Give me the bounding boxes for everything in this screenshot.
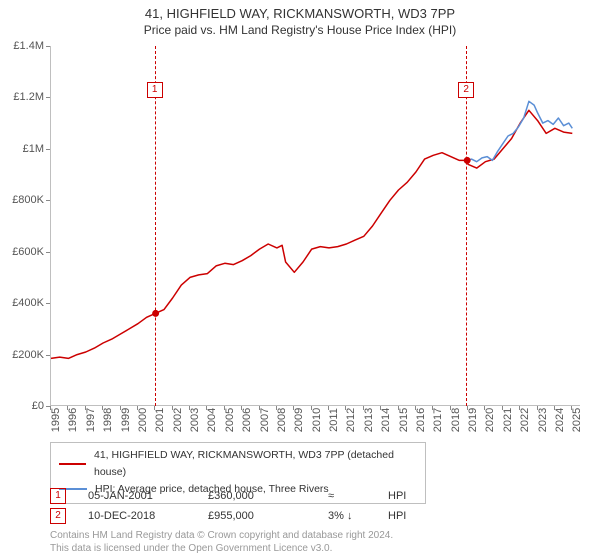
x-axis-label: 2024	[554, 408, 566, 432]
footnote-line: This data is licensed under the Open Gov…	[50, 543, 393, 556]
x-axis-label: 2016	[415, 408, 427, 432]
x-axis-label: 2007	[259, 408, 271, 432]
y-tick	[46, 149, 50, 150]
y-tick	[46, 97, 50, 98]
y-axis-label: £1M	[0, 143, 44, 155]
page-subtitle: Price paid vs. HM Land Registry's House …	[0, 23, 600, 37]
x-axis-label: 2010	[311, 408, 323, 432]
sale-pct-label: HPI	[388, 510, 406, 522]
sale-pct-label: HPI	[388, 490, 406, 502]
x-axis-label: 2013	[363, 408, 375, 432]
sale-price: £955,000	[208, 510, 328, 522]
x-axis-label: 2008	[276, 408, 288, 432]
sale-vline	[155, 46, 156, 406]
x-axis-label: 2001	[154, 408, 166, 432]
legend-label: 41, HIGHFIELD WAY, RICKMANSWORTH, WD3 7P…	[94, 447, 417, 481]
sale-pct: 3% ↓	[328, 510, 388, 522]
x-axis-label: 2011	[328, 408, 340, 432]
x-axis-label: 2009	[293, 408, 305, 432]
sales-row: 1 05-JAN-2001£360,000≈ HPI	[50, 486, 406, 506]
x-axis-label: 1997	[85, 408, 97, 432]
x-axis-label: 1999	[120, 408, 132, 432]
y-tick	[46, 252, 50, 253]
sales-row: 2 10-DEC-2018£955,0003% ↓HPI	[50, 506, 406, 526]
sale-index: 2	[50, 508, 66, 524]
x-axis-label: 2020	[484, 408, 496, 432]
line-chart	[51, 46, 581, 406]
y-tick	[46, 303, 50, 304]
footnote-line: Contains HM Land Registry data © Crown c…	[50, 530, 393, 543]
x-axis-label: 2005	[224, 408, 236, 432]
x-axis-label: 2004	[206, 408, 218, 432]
x-axis-label: 1998	[102, 408, 114, 432]
legend-swatch	[59, 463, 86, 465]
y-axis-label: £600K	[0, 246, 44, 258]
x-axis-label: 2014	[380, 408, 392, 432]
plot-area	[50, 46, 580, 406]
y-axis-label: £200K	[0, 349, 44, 361]
sale-dot	[464, 157, 471, 164]
sale-dot	[152, 310, 159, 317]
x-axis-label: 2006	[241, 408, 253, 432]
x-axis-label: 2015	[398, 408, 410, 432]
sale-marker: 1	[147, 82, 163, 98]
series-property	[51, 110, 572, 358]
x-axis-label: 2021	[502, 408, 514, 432]
sale-index: 1	[50, 488, 66, 504]
legend-item: 41, HIGHFIELD WAY, RICKMANSWORTH, WD3 7P…	[59, 447, 417, 481]
y-tick	[46, 200, 50, 201]
y-tick	[46, 46, 50, 47]
y-axis-label: £800K	[0, 194, 44, 206]
sale-date: 05-JAN-2001	[88, 490, 208, 502]
x-axis-label: 2017	[432, 408, 444, 432]
x-axis-label: 2003	[189, 408, 201, 432]
x-axis-label: 1995	[50, 408, 62, 432]
sale-price: £360,000	[208, 490, 328, 502]
sales-table: 1 05-JAN-2001£360,000≈ HPI 2 10-DEC-2018£95…	[50, 486, 406, 526]
x-axis-label: 2012	[345, 408, 357, 432]
y-axis-label: £0	[0, 400, 44, 412]
footnote: Contains HM Land Registry data © Crown c…	[50, 530, 393, 555]
sale-vline	[466, 46, 467, 406]
x-axis-label: 2019	[467, 408, 479, 432]
x-axis-label: 2000	[137, 408, 149, 432]
x-axis-label: 1996	[67, 408, 79, 432]
y-axis-label: £1.4M	[0, 40, 44, 52]
x-axis-label: 2002	[172, 408, 184, 432]
y-axis-label: £1.2M	[0, 91, 44, 103]
series-hpi	[467, 101, 572, 161]
x-axis-label: 2018	[450, 408, 462, 432]
x-axis-label: 2025	[571, 408, 583, 432]
page-title: 41, HIGHFIELD WAY, RICKMANSWORTH, WD3 7P…	[0, 6, 600, 21]
y-axis-label: £400K	[0, 297, 44, 309]
sale-date: 10-DEC-2018	[88, 510, 208, 522]
sale-marker: 2	[458, 82, 474, 98]
y-tick	[46, 355, 50, 356]
x-axis-label: 2022	[519, 408, 531, 432]
chart-container: £0£200K£400K£600K£800K£1M£1.2M£1.4M19951…	[50, 46, 580, 406]
sale-pct: ≈	[328, 490, 388, 502]
x-axis-label: 2023	[537, 408, 549, 432]
